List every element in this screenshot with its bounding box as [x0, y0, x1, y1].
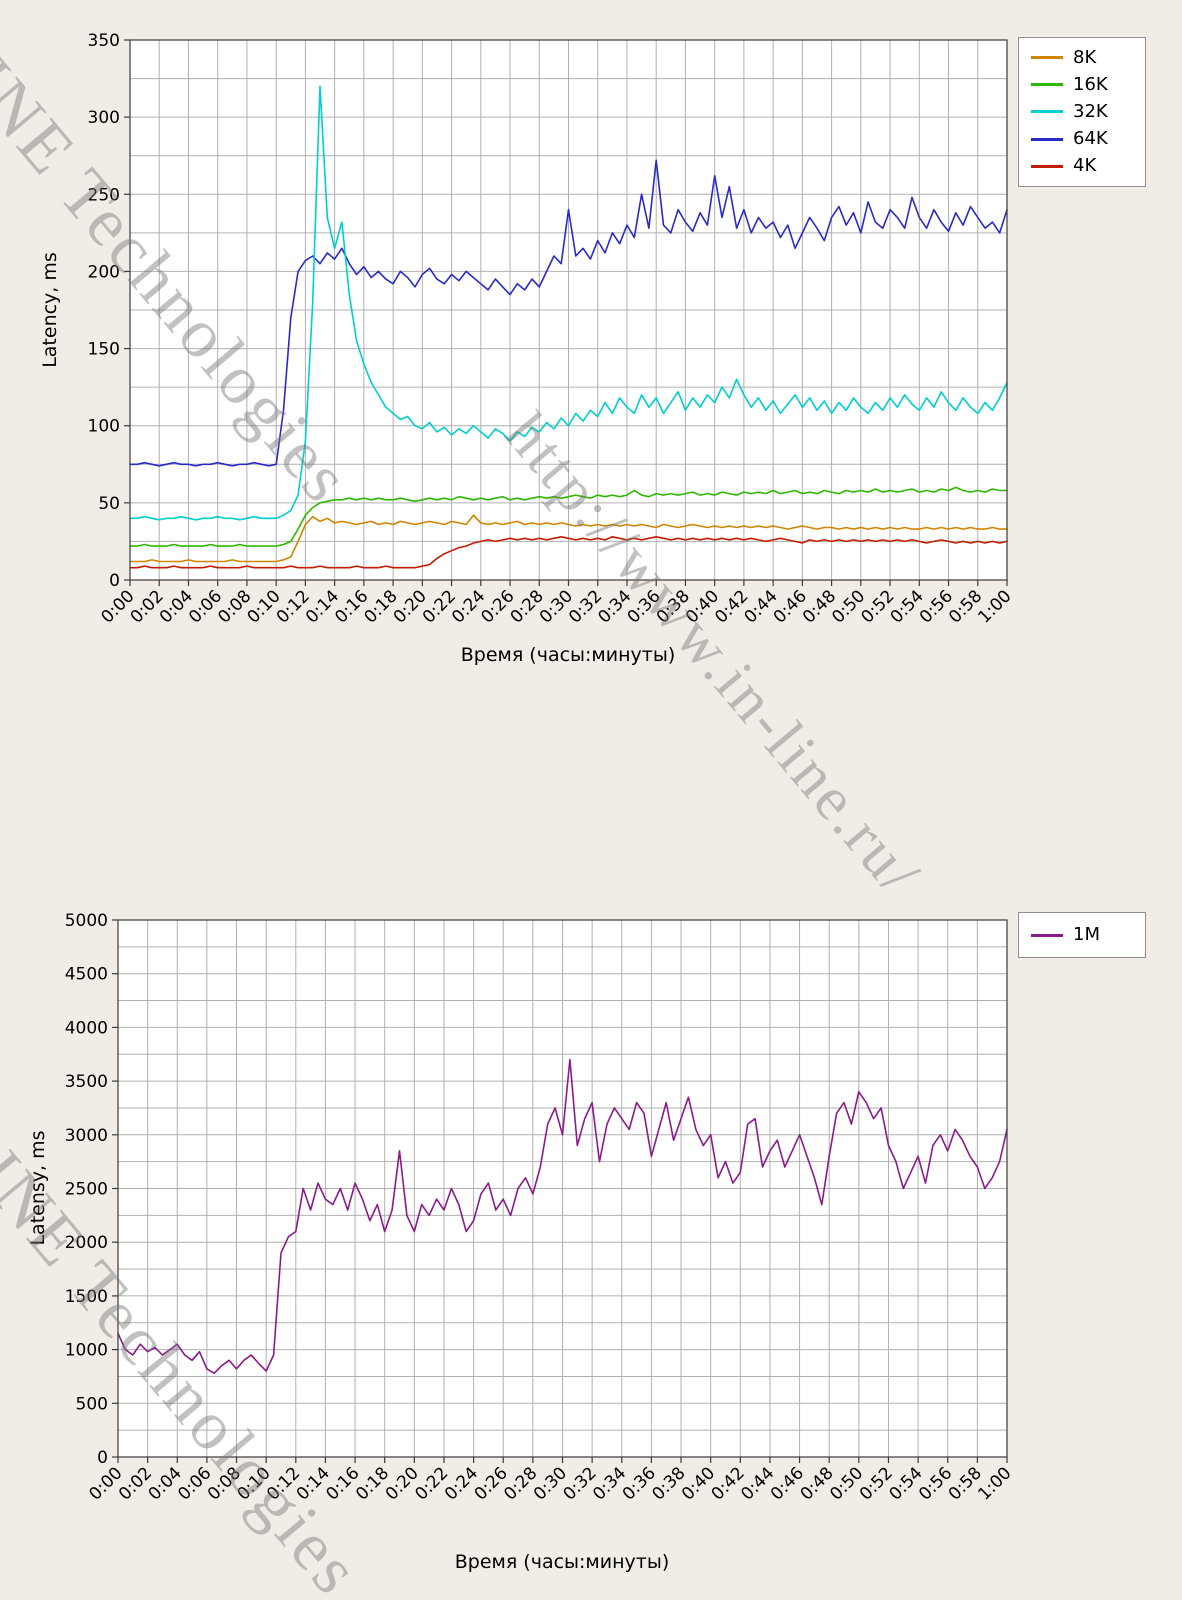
series-lines [117, 1058, 1008, 1375]
legend-label: 1M [1073, 924, 1100, 945]
legend-label: 16K [1073, 73, 1108, 95]
series-line-64K [129, 159, 1008, 467]
y-tick-label: 250 [88, 185, 120, 205]
latency-block-sizes-chart: 0 50 100 150 200 250 300 350 0:000:020:040:060:0… [88, 31, 1016, 628]
legend-line-swatch-1M [1031, 933, 1063, 937]
legend-item-8K: 8K [1031, 46, 1133, 68]
legend-item-64K: 64K [1031, 130, 1133, 148]
y-tick-label: 150 [88, 340, 120, 360]
y-tick-label: 2000 [65, 1233, 108, 1253]
y-axis-title-top: Latency, ms [39, 252, 61, 368]
legend-item-1M: 1M [1031, 926, 1133, 944]
y-axis-labels: 0 500 1000 1500 2000 2500 3000 3500 4000 4500 5000 [65, 911, 118, 1468]
legend-block-sizes: 8K 16K 32K 64K 4K [1018, 37, 1146, 187]
y-tick-label: 4500 [65, 965, 108, 985]
legend-line-swatch-16K [1031, 83, 1063, 87]
y-axis-labels: 0 50 100 150 200 250 300 350 [88, 31, 130, 591]
legend-label: 4K [1073, 155, 1097, 177]
series-line-8K [129, 514, 1008, 563]
latency-1m-chart: 0 500 1000 1500 2000 2500 3000 3500 4000 4500 5000… [65, 911, 1016, 1505]
series-line-1M [117, 1058, 1008, 1375]
series-line-16K [129, 486, 1008, 547]
y-tick-label: 50 [98, 494, 120, 514]
y-tick-label: 4000 [65, 1018, 108, 1038]
series-line-4K [129, 535, 1008, 569]
y-tick-label: 2500 [65, 1180, 108, 1200]
y-tick-label: 3000 [65, 1126, 108, 1146]
x-axis-labels: 0:000:020:040:060:080:100:120:140:160:18… [85, 1457, 1016, 1505]
legend-label: 64K [1073, 128, 1108, 150]
y-tick-label: 200 [88, 262, 120, 282]
legend-label: 32K [1073, 100, 1108, 122]
x-tick-label: 1:00 [974, 1463, 1015, 1504]
series-lines [129, 85, 1008, 569]
grid [117, 919, 1008, 1458]
y-axis-title-bottom: Latensy, ms [27, 1130, 49, 1246]
x-axis-title-bottom: Время (часы:минуты) [454, 1551, 670, 1573]
x-tick-label: 1:00 [974, 586, 1015, 627]
y-tick-label: 0 [97, 1448, 108, 1468]
y-tick-label: 1500 [65, 1287, 108, 1307]
y-tick-label: 100 [88, 417, 120, 437]
y-tick-label: 0 [109, 571, 120, 591]
y-tick-label: 350 [88, 31, 120, 51]
legend-line-swatch-4K [1031, 164, 1063, 168]
legend-item-4K: 4K [1031, 157, 1133, 175]
legend-1m: 1M [1018, 912, 1146, 958]
legend-item-32K: 32K [1031, 100, 1133, 122]
y-tick-label: 1000 [65, 1341, 108, 1361]
legend-line-swatch-32K [1031, 110, 1063, 114]
x-axis-title-top: Время (часы:минуты) [460, 644, 676, 666]
legend-item-16K: 16K [1031, 73, 1133, 95]
legend-line-swatch-64K [1031, 137, 1063, 141]
x-axis-labels: 0:000:020:040:060:080:100:120:140:160:18… [97, 580, 1016, 628]
y-tick-label: 500 [76, 1394, 108, 1414]
grid [129, 39, 1008, 581]
y-tick-label: 300 [88, 108, 120, 128]
y-tick-label: 3500 [65, 1072, 108, 1092]
y-tick-label: 5000 [65, 911, 108, 931]
legend-label: 8K [1073, 46, 1097, 68]
series-line-32K [129, 85, 1008, 521]
legend-line-swatch-8K [1031, 56, 1063, 60]
